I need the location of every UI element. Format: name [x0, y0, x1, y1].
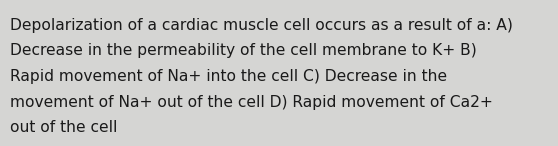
Text: Rapid movement of Na+ into the cell C) Decrease in the: Rapid movement of Na+ into the cell C) D… — [10, 69, 447, 84]
Text: Depolarization of a cardiac muscle cell occurs as a result of a: A): Depolarization of a cardiac muscle cell … — [10, 18, 513, 33]
Text: Decrease in the permeability of the cell membrane to K+ B): Decrease in the permeability of the cell… — [10, 44, 477, 59]
Text: movement of Na+ out of the cell D) Rapid movement of Ca2+: movement of Na+ out of the cell D) Rapid… — [10, 94, 493, 110]
Text: out of the cell: out of the cell — [10, 120, 117, 135]
